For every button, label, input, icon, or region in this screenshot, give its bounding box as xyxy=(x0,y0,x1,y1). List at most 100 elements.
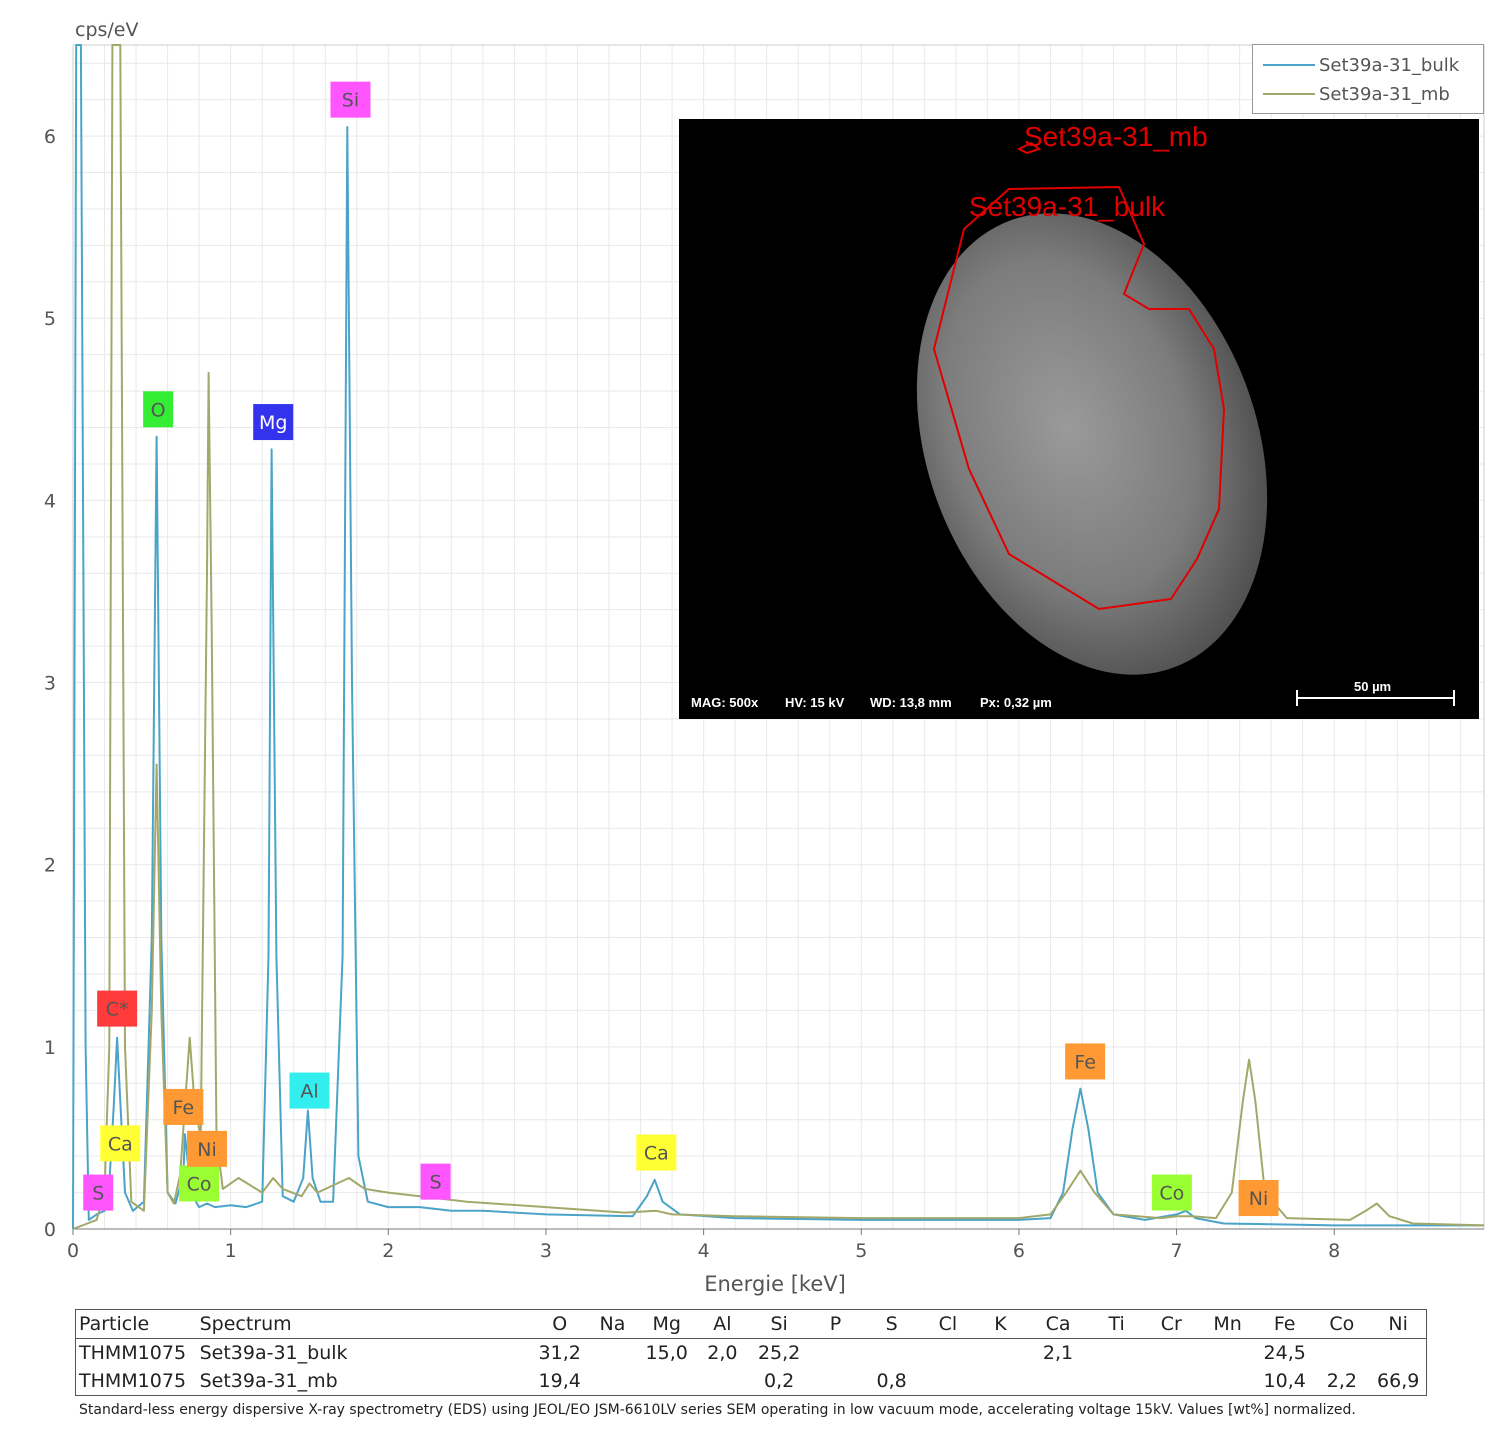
table-cell xyxy=(1143,1367,1199,1396)
x-tick-label: 2 xyxy=(382,1240,394,1262)
column-header: Particle xyxy=(79,1313,150,1335)
table-header-row: Particle Spectrum O Na Mg Al Si P S Cl K Ca Ti Cr Mn Fe… xyxy=(75,1309,1427,1339)
table-cell: 24,5 xyxy=(1263,1342,1306,1364)
sem-info-bar: MAG: 500x HV: 15 kV WD: 13,8 mm Px: 0,32… xyxy=(679,677,1479,719)
table-cell: 2,1 xyxy=(1042,1342,1074,1364)
composition-table: Particle Spectrum O Na Mg Al Si P S Cl K Ca Ti Cr Mn Fe… xyxy=(75,1309,1427,1396)
element-label-box xyxy=(163,1088,204,1125)
chart-series xyxy=(72,44,1485,1230)
table-body: THMM1075 Set39a-31_bulk 31,2 15,0 2,0 25,2 2,1… xyxy=(75,1338,1427,1396)
table-cell: 15,0 xyxy=(645,1342,688,1364)
chart-legend: Set39a-31_bulk Set39a-31_mb xyxy=(1252,44,1484,114)
table-cell: THMM1075 xyxy=(79,1370,187,1392)
table-cell: 2,0 xyxy=(707,1342,738,1364)
table-cell xyxy=(587,1339,638,1368)
x-tick-label: 5 xyxy=(855,1240,867,1262)
chart-axes: 0 1 2 3 4 5 6 7 8 0 1 2 3 4 5 6 xyxy=(44,44,1485,1262)
y-tick-label: 2 xyxy=(44,855,56,877)
column-header: Ni xyxy=(1388,1313,1408,1335)
element-label-box xyxy=(179,1165,220,1202)
y-tick-label: 5 xyxy=(44,308,56,330)
sem-image-inset: Set39a-31_mb Set39a-31_bulk MAG: 500x HV… xyxy=(679,119,1479,719)
element-label-text: Si xyxy=(342,90,359,112)
element-label-text: Fe xyxy=(1074,1051,1096,1073)
sem-particle-image xyxy=(916,141,1268,675)
element-label-text: Fe xyxy=(173,1097,195,1119)
element-label-box xyxy=(253,404,294,441)
x-tick-label: 0 xyxy=(67,1240,79,1262)
sem-scale-bar-label: 50 µm xyxy=(1354,679,1392,694)
table-cell xyxy=(862,1339,921,1368)
series-line-bulk xyxy=(72,44,1484,1230)
table-cell xyxy=(587,1367,638,1396)
y-tick-label: 6 xyxy=(44,126,56,148)
table-cell xyxy=(975,1339,1026,1368)
y-tick-label: 1 xyxy=(44,1037,56,1059)
sem-working-distance: WD: 13,8 mm xyxy=(870,695,952,710)
element-label-text: Co xyxy=(1159,1183,1184,1205)
element-label-box xyxy=(636,1134,677,1171)
table-cell: 19,4 xyxy=(538,1370,581,1392)
table-cell xyxy=(695,1367,749,1396)
series-line-mb xyxy=(72,44,1485,1230)
element-label-box xyxy=(330,81,371,118)
column-header: O xyxy=(552,1313,568,1335)
element-label-box xyxy=(100,1125,141,1162)
table-cell xyxy=(1199,1339,1256,1368)
column-header: S xyxy=(885,1313,898,1335)
column-header: P xyxy=(829,1313,842,1335)
table-cell: Set39a-31_mb xyxy=(199,1370,338,1392)
roi-bulk-outline xyxy=(932,185,1226,611)
x-tick-label: 8 xyxy=(1328,1240,1340,1262)
element-label-text: Ca xyxy=(108,1133,133,1155)
table-cell: 10,4 xyxy=(1263,1370,1306,1392)
element-labels: S C* Ca O Fe Co Ni Mg Al Si S Ca Fe Co Ni xyxy=(83,81,1279,1217)
table-cell xyxy=(638,1367,695,1396)
element-label-text: Al xyxy=(300,1081,318,1103)
roi-mb-label: Set39a-31_mb xyxy=(1024,121,1208,152)
table-cell xyxy=(1026,1367,1090,1396)
table-cell xyxy=(809,1367,862,1396)
element-label-text: S xyxy=(430,1172,442,1194)
figure-caption: Standard-less energy dispersive X-ray sp… xyxy=(79,1402,1356,1418)
column-header: K xyxy=(994,1313,1007,1335)
table-cell: 2,2 xyxy=(1326,1370,1357,1392)
column-header: Cl xyxy=(938,1313,958,1335)
y-tick-label: 4 xyxy=(44,490,56,512)
column-header: Fe xyxy=(1273,1313,1296,1335)
table-cell xyxy=(1370,1339,1426,1368)
x-axis-label: Energie [keV] xyxy=(704,1272,846,1296)
element-label-box xyxy=(143,391,174,428)
x-tick-label: 6 xyxy=(1013,1240,1025,1262)
y-axis-label: cps/eV xyxy=(75,19,139,41)
element-label-box xyxy=(1065,1043,1106,1080)
element-label-box xyxy=(187,1130,228,1167)
element-label-text: Ni xyxy=(1249,1188,1269,1210)
column-header: Mg xyxy=(652,1313,681,1335)
legend-label-mb: Set39a-31_mb xyxy=(1319,83,1450,105)
particle-grain xyxy=(916,213,1268,675)
x-tick-label: 4 xyxy=(698,1240,710,1262)
column-header: Co xyxy=(1329,1313,1355,1335)
table-cell: 25,2 xyxy=(757,1342,801,1364)
element-label-box xyxy=(83,1174,114,1211)
element-label-box xyxy=(97,990,138,1027)
roi-mb-outline xyxy=(1016,141,1042,155)
element-label-text: Ca xyxy=(644,1142,669,1164)
element-label-text: Co xyxy=(187,1173,212,1195)
y-tick-label: 3 xyxy=(44,673,56,695)
element-label-text: Mg xyxy=(259,412,287,434)
y-tick-label: 0 xyxy=(44,1219,56,1241)
legend-swatch-bulk xyxy=(1263,64,1315,66)
column-header: Si xyxy=(770,1313,788,1335)
table-cell xyxy=(921,1367,975,1396)
table-cell: 0,8 xyxy=(876,1370,907,1392)
table-cell: 31,2 xyxy=(538,1342,581,1364)
table-cell: 0,2 xyxy=(764,1370,795,1392)
column-header: Na xyxy=(599,1313,626,1335)
sem-pixel-size: Px: 0,32 µm xyxy=(980,695,1052,710)
table-cell: THMM1075 xyxy=(79,1342,187,1364)
table-cell xyxy=(975,1367,1026,1396)
table-cell xyxy=(1090,1339,1144,1368)
column-header: Mn xyxy=(1213,1313,1242,1335)
